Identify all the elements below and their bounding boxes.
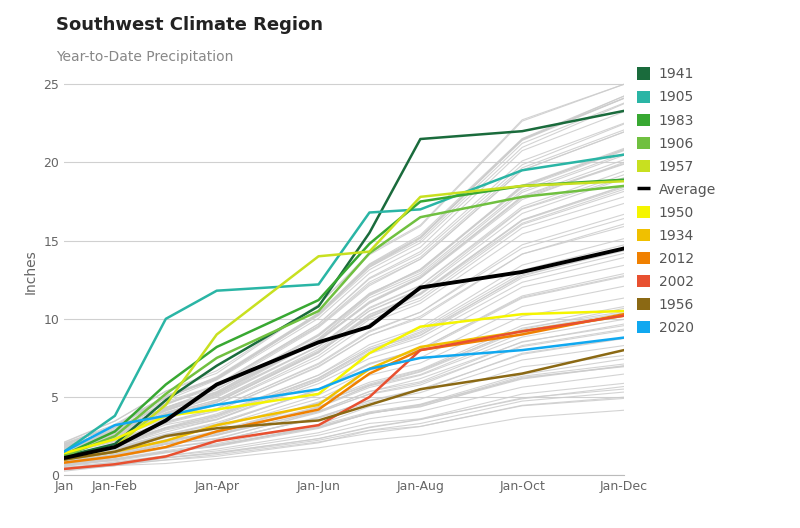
- Text: Year-to-Date Precipitation: Year-to-Date Precipitation: [56, 50, 234, 64]
- Text: Southwest Climate Region: Southwest Climate Region: [56, 16, 323, 34]
- Y-axis label: Inches: Inches: [24, 250, 38, 294]
- Legend: 1941, 1905, 1983, 1906, 1957, Average, 1950, 1934, 2012, 2002, 1956, 2020: 1941, 1905, 1983, 1906, 1957, Average, 1…: [637, 68, 716, 335]
